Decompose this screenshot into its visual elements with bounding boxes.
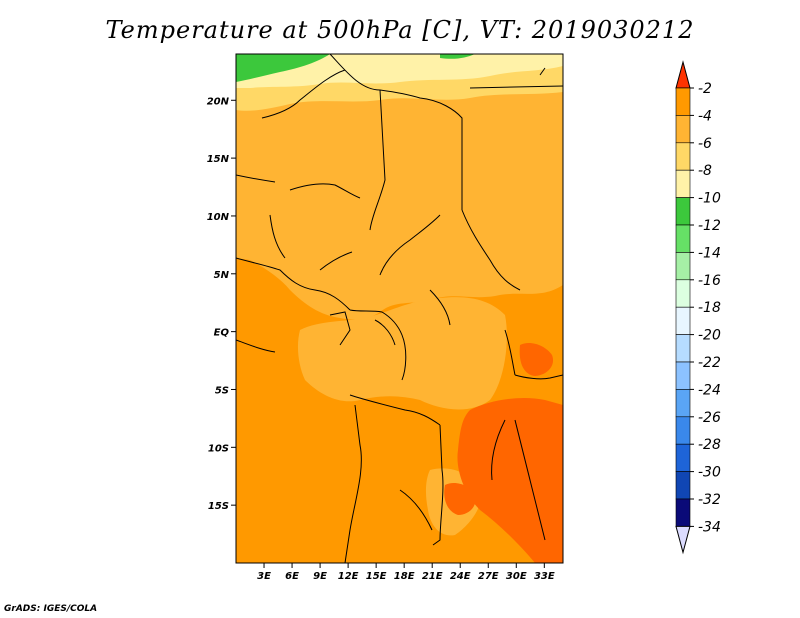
colorbar-label: -10 (698, 191, 721, 207)
field-central-region (297, 297, 507, 410)
lon-tick-label: 24E (450, 571, 471, 582)
lon-tick-label: 21E (422, 571, 443, 582)
colorbar-label: -32 (698, 492, 721, 508)
field-east-warm-3 (519, 343, 554, 376)
map-title: Temperature at 500hPa [C], VT: 201903021… (105, 16, 695, 44)
colorbar-top-arrow (675, 60, 691, 89)
colorbar-segment (675, 498, 691, 527)
lat-axis: 20N 15N 10N 5N EQ 5S 10S 15S (207, 96, 236, 512)
grads-credit: GrADS: IGES/COLA (4, 604, 98, 614)
lat-tick-label: 20N (207, 96, 230, 107)
field-sahel-region (236, 54, 563, 320)
lon-tick-label: 15E (366, 571, 387, 582)
colorbar-segment (675, 169, 691, 198)
map-frame (235, 53, 564, 564)
lat-tick-label: 10N (207, 212, 230, 223)
lat-tick-label: 15S (208, 501, 229, 512)
lat-tick-label: 15N (207, 154, 230, 165)
colorbar-bottom-arrow (675, 525, 691, 555)
colorbar-segment (675, 252, 691, 281)
colorbar-label: -16 (698, 273, 721, 289)
colorbar-segment (675, 361, 691, 390)
colorbar-label: -12 (698, 218, 721, 234)
colorbar-label: -24 (698, 382, 721, 398)
colorbar-label: -34 (698, 519, 721, 535)
lon-tick-label: 33E (534, 571, 555, 582)
lon-tick-label: 30E (506, 571, 527, 582)
colorbar-segment (675, 224, 691, 253)
field-north-band-12b (440, 54, 475, 59)
colorbar-label: -22 (698, 355, 721, 371)
colorbar-segment (675, 197, 691, 226)
colorbar-segment (675, 87, 691, 116)
lon-tick-label: 6E (285, 571, 299, 582)
colorbar-label: -14 (698, 245, 721, 261)
colorbar-segment (675, 416, 691, 445)
temperature-field (236, 54, 563, 563)
country-borders (236, 54, 563, 563)
colorbar-label: -30 (698, 465, 721, 481)
colorbar-segment (675, 443, 691, 472)
colorbar-label: -18 (698, 300, 721, 316)
lat-tick-label: 5S (215, 385, 229, 396)
colorbar-label: -6 (698, 136, 712, 152)
lon-tick-label: 18E (394, 571, 415, 582)
field-east-warm-1 (457, 398, 563, 563)
colorbar-label: -28 (698, 437, 721, 453)
field-north-band-12 (236, 54, 330, 82)
lon-tick-label: 9E (313, 571, 327, 582)
colorbar-segment (675, 389, 691, 418)
colorbar-segment (675, 334, 691, 363)
lon-axis: 3E 6E 9E 12E 15E 18E 21E 24E 27E 30E 33E (257, 563, 555, 582)
colorbar-label: -26 (698, 410, 721, 426)
colorbar-label: -8 (698, 163, 712, 179)
colorbar: -2 -4 -6 -8 -10 -12 -14 -16 -18 -20 -22 -24 -26 -28 -3… (675, 60, 721, 555)
colorbar-segment (675, 306, 691, 335)
lon-tick-label: 3E (257, 571, 271, 582)
field-east-warm-2 (444, 483, 476, 515)
colorbar-label: -4 (698, 108, 712, 124)
colorbar-segment (675, 471, 691, 500)
colorbar-segment (675, 142, 691, 171)
lon-tick-label: 12E (338, 571, 359, 582)
colorbar-label: -2 (698, 81, 712, 97)
lon-tick-label: 27E (478, 571, 499, 582)
colorbar-segment (675, 279, 691, 308)
colorbar-segment (675, 115, 691, 144)
lat-tick-label: 5N (214, 270, 230, 281)
lat-tick-label: 10S (208, 443, 229, 454)
lat-tick-label: EQ (214, 328, 230, 339)
colorbar-label: -20 (698, 328, 721, 344)
field-north-band-10 (236, 54, 563, 88)
